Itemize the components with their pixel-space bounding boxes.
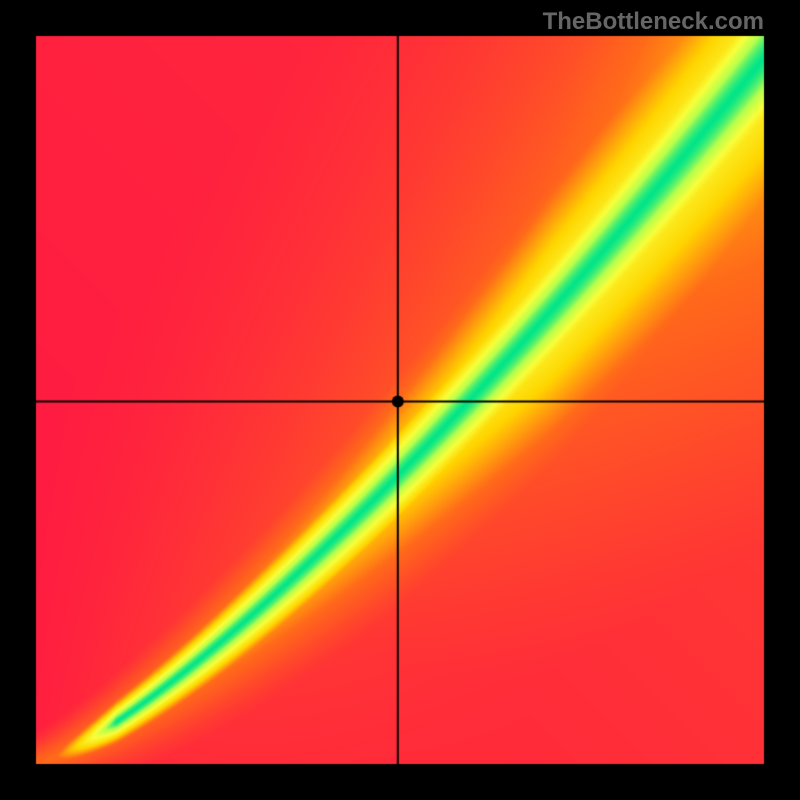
- chart-container: TheBottleneck.com: [0, 0, 800, 800]
- bottleneck-heatmap: [0, 0, 800, 800]
- watermark-text: TheBottleneck.com: [543, 8, 764, 36]
